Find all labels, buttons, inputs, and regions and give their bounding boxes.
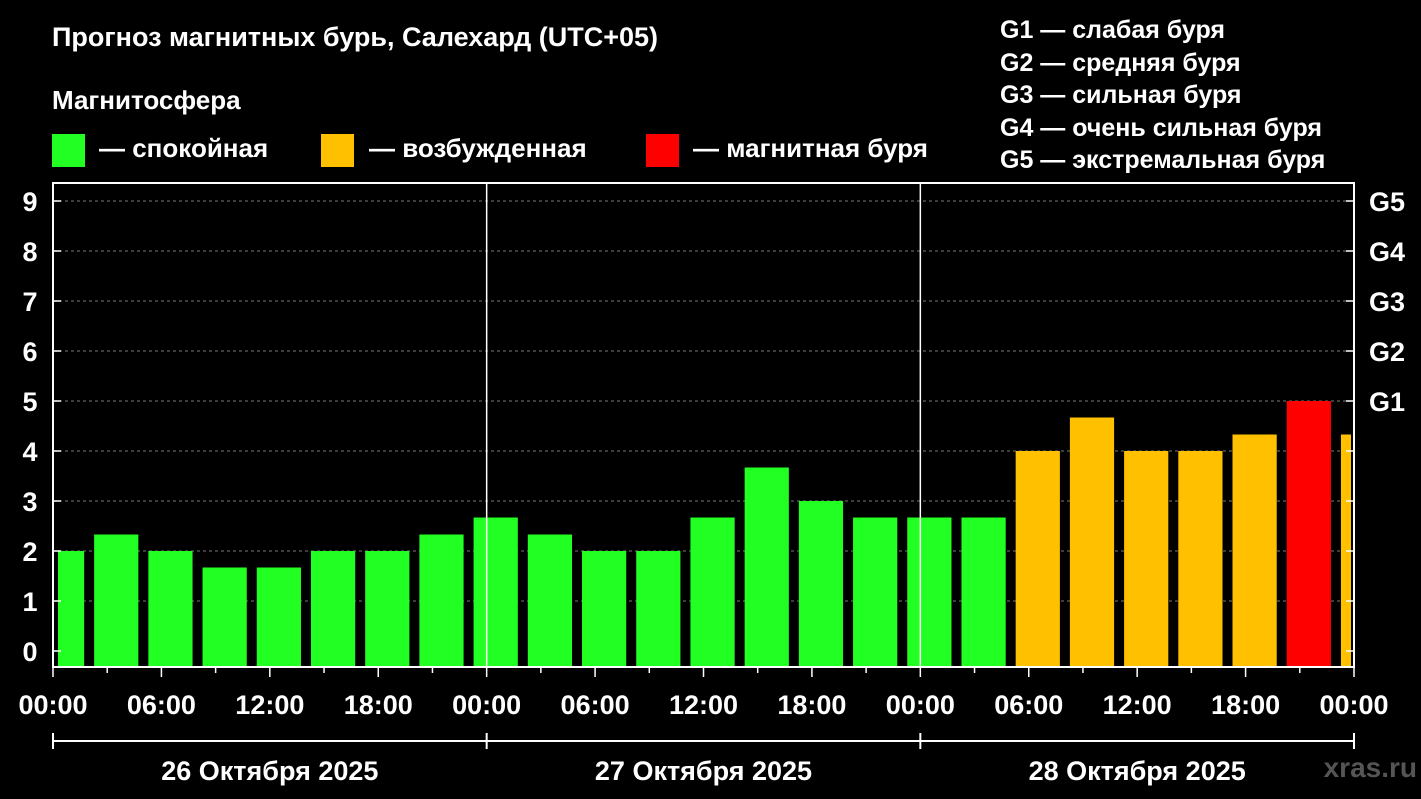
x-tick-label: 12:00 [235,690,304,720]
x-tick-label: 06:00 [994,690,1063,720]
kp-bar [582,551,627,666]
kp-bar [961,517,1006,666]
y-tick-label: 0 [22,637,37,667]
kp-bar [1340,434,1351,666]
y-tick-label: 3 [22,487,37,517]
kp-bar [1015,451,1060,666]
y-tick-label: 2 [22,537,37,567]
kp-bar [473,517,518,666]
x-tick-label: 18:00 [1211,690,1280,720]
g-scale-tick-label: G1 [1369,387,1405,417]
g-scale-tick-label: G4 [1369,237,1405,267]
kp-bar [1232,434,1277,666]
g-scale-tick-label: G3 [1369,287,1405,317]
x-tick-label: 00:00 [452,690,521,720]
kp-bar [798,501,844,666]
kp-bar [636,551,681,666]
x-tick-label: 00:00 [1319,690,1388,720]
kp-bar [365,551,410,666]
kp-bar [907,517,952,666]
kp-bar [202,567,247,666]
legend-label-quiet: — спокойная [99,133,269,163]
day-label: 26 Октября 2025 [161,756,378,786]
kp-bar [744,467,789,666]
g-scale-item: G3 — сильная буря [1000,81,1242,109]
y-tick-label: 8 [22,237,37,267]
x-tick-label: 06:00 [127,690,196,720]
legend-label-active: — возбужденная [369,133,587,163]
g-scale-legend: G1 — слабая буря G2 — средняя буря G3 — … [1000,14,1325,177]
y-tick-label: 1 [22,587,37,617]
kp-bar [853,517,898,666]
y-tick-label: 4 [22,437,37,467]
x-tick-label: 00:00 [18,690,87,720]
kp-bar [1069,417,1115,666]
x-tick-label: 18:00 [777,690,846,720]
chart-title: Прогноз магнитных бурь, Салехард (UTC+05… [52,22,659,52]
kp-bar [94,534,139,666]
y-tick-label: 7 [22,287,37,317]
x-tick-label: 12:00 [1103,690,1172,720]
y-tick-label: 5 [22,387,37,417]
g-scale-tick-label: G5 [1369,187,1405,217]
kp-bar [1286,401,1331,666]
y-tick-label: 9 [22,187,37,217]
kp-bar [148,551,193,666]
y-tick-label: 6 [22,337,37,367]
x-tick-label: 06:00 [561,690,630,720]
g-scale-tick-label: G2 [1369,337,1405,367]
x-tick-label: 12:00 [669,690,738,720]
x-tick-label: 18:00 [344,690,413,720]
kp-bar [690,517,735,666]
legend-swatch-active [321,134,354,167]
kp-bar [58,551,85,666]
kp-bar [310,551,356,666]
g-scale-item: G2 — средняя буря [1000,48,1241,77]
legend-heading: Магнитосфера [52,85,241,115]
kp-bar [1124,451,1169,666]
kp-bar [1178,451,1223,666]
g-scale-item: G4 — очень сильная буря [1000,113,1322,142]
kp-bar [256,567,301,666]
x-tick-label: 00:00 [886,690,955,720]
kp-bar [419,534,464,666]
g-scale-item: G5 — экстремальная буря [1000,146,1326,174]
legend-swatch-storm [646,134,679,167]
watermark: xras.ru [1323,752,1417,783]
day-label: 27 Октября 2025 [595,756,812,786]
day-label: 28 Октября 2025 [1029,756,1246,786]
legend-swatch-quiet [52,134,85,167]
kp-bar [527,534,573,666]
g-scale-item: G1 — слабая буря [1000,16,1226,44]
legend-label-storm: — магнитная буря [693,133,928,163]
